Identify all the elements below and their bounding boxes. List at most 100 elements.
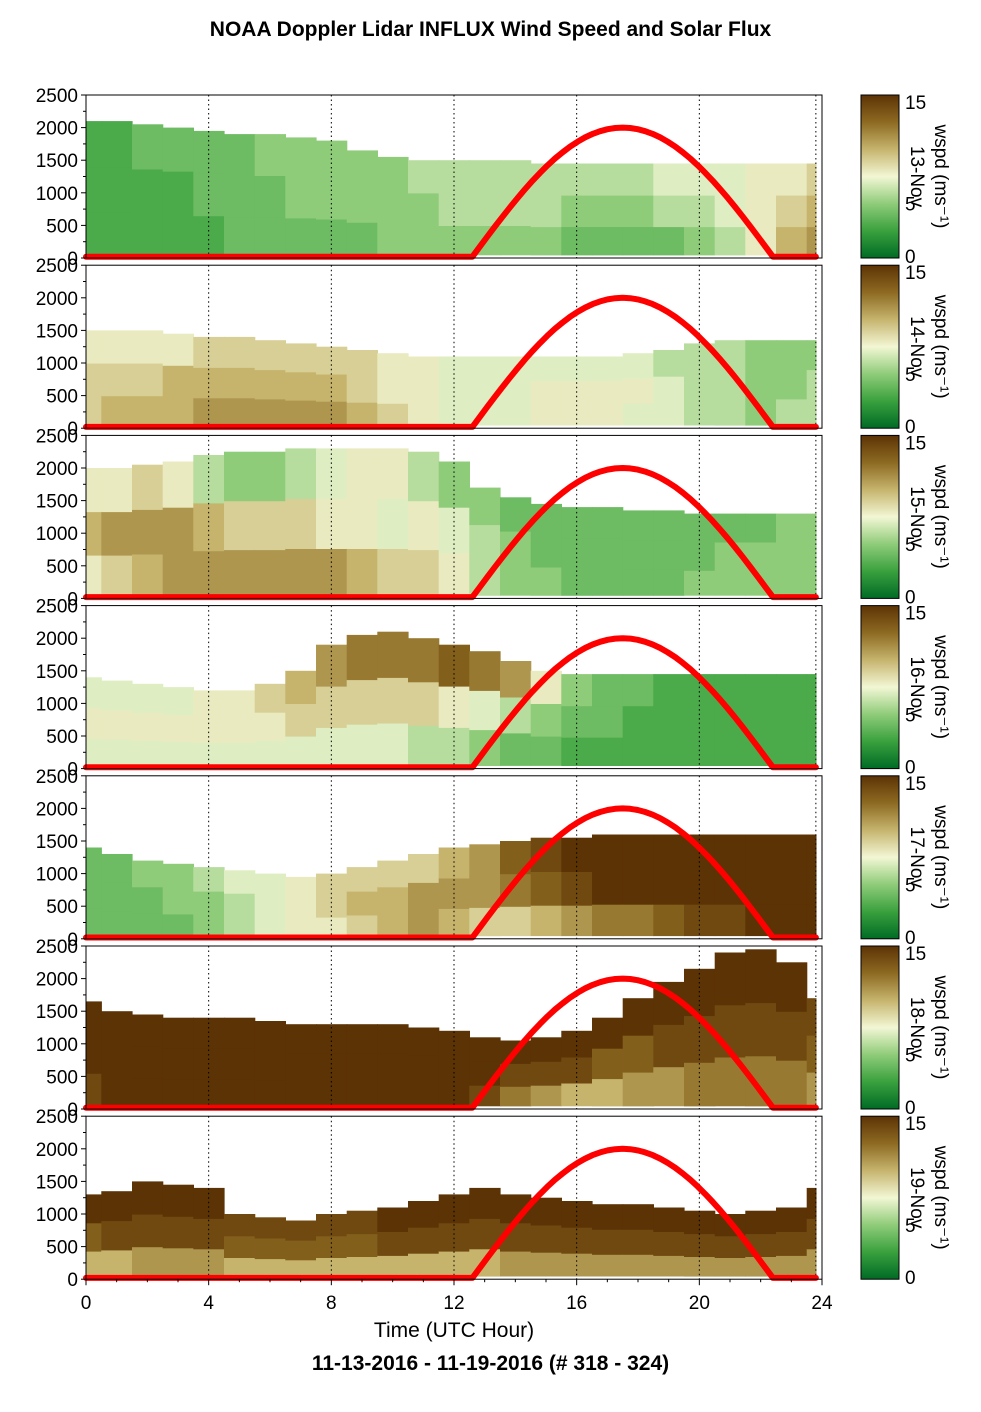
heatmap-cell — [408, 1253, 440, 1277]
heatmap-cell — [193, 1078, 225, 1107]
colorbar-label: wspd (ms⁻¹) — [930, 975, 951, 1080]
heatmap-cell — [346, 634, 378, 681]
y-tick-label: 2000 — [36, 629, 78, 650]
heatmap-cell — [469, 1037, 501, 1062]
y-tick-label: 0 — [67, 760, 78, 781]
heatmap-cell — [806, 513, 817, 543]
heatmap-cell — [653, 510, 685, 541]
heatmap-cell — [285, 1080, 317, 1107]
heatmap-cell — [408, 451, 440, 502]
colorbar-bar — [860, 945, 900, 1110]
heatmap-cell — [377, 1255, 409, 1277]
y-tick-label: 1000 — [36, 354, 78, 375]
heatmap-cell — [285, 399, 317, 426]
heatmap-cell — [162, 888, 194, 915]
heatmap-cell — [438, 686, 470, 728]
y-tick-label: 2000 — [36, 459, 78, 480]
heatmap-cell — [193, 397, 225, 426]
heatmap-cell — [254, 917, 286, 937]
heatmap-cell — [346, 679, 378, 725]
y-tick-label: 2000 — [36, 1140, 78, 1161]
solar-flux-curve — [83, 1145, 819, 1281]
heatmap-cell — [377, 1207, 409, 1232]
heatmap-cell — [806, 1218, 817, 1250]
heatmap-cell — [285, 498, 317, 549]
y-tick-label: 2500 — [36, 597, 78, 618]
heatmap-cell — [408, 549, 440, 596]
day-label: 15-Nov — [906, 486, 927, 548]
x-tick-label: 24 — [811, 1293, 833, 1314]
heatmap-cell — [86, 554, 102, 596]
heatmap-cell — [101, 121, 133, 168]
heatmap-cell — [86, 395, 102, 426]
heatmap-cell — [254, 216, 286, 256]
heatmap-cell — [469, 192, 501, 226]
heatmap-cell — [162, 1216, 194, 1249]
heatmap-cell — [346, 1080, 378, 1107]
heatmap-cell — [377, 403, 409, 426]
colorbar-tick-label: 5 — [905, 535, 916, 556]
heatmap-cell — [254, 134, 286, 176]
x-tick-label: 12 — [443, 1293, 464, 1314]
heatmap-cell — [592, 674, 624, 707]
heatmap-cell — [806, 1072, 817, 1107]
heatmap-cell — [684, 570, 716, 596]
heatmap-cell — [776, 369, 808, 400]
heatmap-cell — [622, 737, 654, 766]
heatmap-cell — [377, 156, 409, 192]
heatmap-cell — [592, 1229, 624, 1255]
heatmap-cell — [86, 121, 102, 168]
heatmap-cell — [714, 570, 746, 596]
x-axis: 0 4 8 12 16 20 24 — [81, 1279, 833, 1314]
heatmap-cell — [101, 330, 133, 364]
y-tick-label: 2500 — [36, 86, 78, 107]
colorbar-tick-label: 15 — [905, 263, 926, 284]
heatmap-cell — [469, 356, 501, 381]
heatmap-cell — [377, 886, 409, 914]
heatmap-cell — [316, 401, 348, 426]
heatmap-cell — [500, 404, 532, 426]
heatmap-cell — [101, 1249, 133, 1277]
heatmap-cell — [622, 378, 654, 404]
heatmap-cell — [316, 498, 348, 549]
y-tick-label: 1500 — [36, 151, 78, 172]
heatmap-cell — [132, 712, 164, 741]
heatmap-cell — [408, 356, 440, 381]
heatmap-cell — [408, 380, 440, 405]
heatmap-cell — [806, 163, 817, 196]
heatmap-cell — [806, 869, 817, 905]
heatmap-cell — [224, 1017, 256, 1049]
y-tick-label: 0 — [67, 930, 78, 951]
heatmap — [86, 330, 817, 426]
heatmap-cell — [745, 513, 777, 543]
heatmap-cell — [162, 507, 194, 554]
heatmap-cell — [776, 195, 808, 228]
day-label: 13-Nov — [906, 146, 927, 208]
heatmap-cell — [132, 363, 164, 397]
heatmap-cell — [224, 451, 256, 502]
heatmap-cell — [500, 1250, 532, 1277]
heatmap-cell — [346, 448, 378, 499]
heatmap — [86, 631, 817, 766]
heatmap-cell — [86, 908, 102, 937]
heatmap-cell — [101, 739, 133, 766]
heatmap-cell — [622, 510, 654, 541]
heatmap-cell — [224, 175, 256, 218]
heatmap-cell — [622, 403, 654, 426]
heatmap-cell — [592, 226, 624, 256]
heatmap-cell — [622, 674, 654, 707]
heatmap-cell — [776, 904, 808, 937]
heatmap-cell — [224, 1214, 256, 1237]
y-tick-label: 2000 — [36, 799, 78, 820]
heatmap-cell — [101, 554, 133, 596]
heatmap-cell — [132, 1077, 164, 1107]
heatmap-cell — [745, 834, 777, 870]
heatmap-cell — [806, 1248, 817, 1277]
solar-flux-curve — [83, 635, 819, 771]
heatmap-cell — [408, 882, 440, 912]
heatmap-cell — [806, 541, 817, 571]
heatmap-cell — [86, 330, 102, 364]
